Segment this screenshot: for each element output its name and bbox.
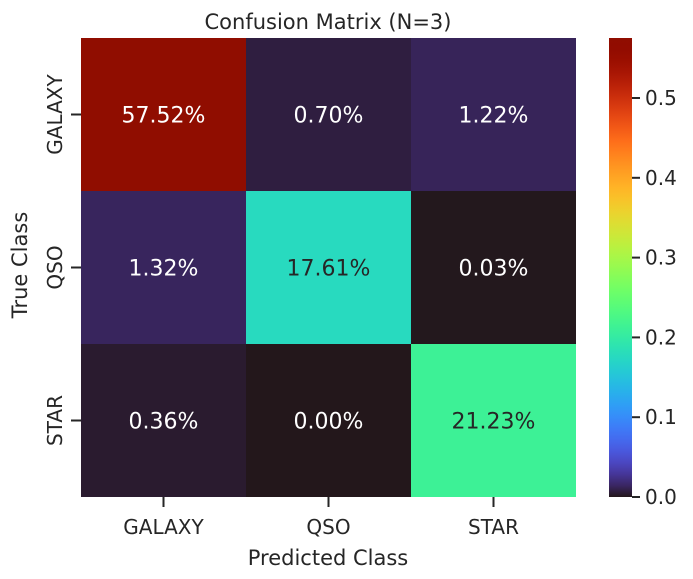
colorbar-tick-label: 0.0	[645, 485, 677, 509]
colorbar-tick-label: 0.2	[645, 325, 677, 349]
colorbar-tick-label: 0.1	[645, 405, 677, 429]
colorbar-tick-label: 0.4	[645, 166, 677, 190]
y-tick-label-galaxy: GALAXY	[43, 74, 67, 155]
cell-galaxy-qso	[246, 38, 411, 191]
cell-qso-qso	[246, 191, 411, 344]
cell-label-qso-star: 0.03%	[459, 257, 529, 282]
cell-label-star-qso: 0.00%	[294, 410, 364, 435]
cell-galaxy-star	[411, 38, 576, 191]
cell-label-star-galaxy: 0.36%	[129, 410, 199, 435]
cell-qso-star	[411, 191, 576, 344]
x-tick-label-qso: QSO	[306, 515, 350, 539]
cell-label-qso-qso: 17.61%	[287, 257, 371, 282]
colorbar-tick-label: 0.5	[645, 86, 677, 110]
y-tick-label-star: STAR	[43, 395, 67, 446]
cell-qso-galaxy	[81, 191, 246, 344]
x-axis-label: Predicted Class	[248, 546, 409, 570]
cell-label-qso-galaxy: 1.32%	[129, 257, 199, 282]
cell-star-galaxy	[81, 344, 246, 497]
cell-star-qso	[246, 344, 411, 497]
heatmap-cells	[81, 38, 576, 497]
colorbar-ticks: 0.0 0.1 0.2 0.3 0.4 0.5	[632, 86, 677, 509]
y-axis-label: True Class	[8, 212, 32, 320]
cell-galaxy-galaxy	[81, 38, 246, 191]
x-tick-label-star: STAR	[468, 515, 519, 539]
cell-star-star	[411, 344, 576, 497]
x-tick-label-galaxy: GALAXY	[123, 515, 204, 539]
x-axis-ticks: GALAXY QSO STAR	[123, 497, 519, 539]
cell-label-galaxy-star: 1.22%	[459, 104, 529, 129]
cell-label-galaxy-galaxy: 57.52%	[122, 104, 206, 129]
cell-label-star-star: 21.23%	[452, 410, 536, 435]
colorbar-tick-label: 0.3	[645, 246, 677, 270]
heatmap-annotations: 57.52% 0.70% 1.22% 1.32% 17.61% 0.03% 0.36% 0.0…	[122, 104, 536, 435]
y-axis-ticks: GALAXY QSO STAR	[43, 74, 81, 446]
chart-title: Confusion Matrix (N=3)	[205, 10, 452, 34]
cell-label-galaxy-qso: 0.70%	[294, 104, 364, 129]
y-tick-label-qso: QSO	[43, 245, 67, 289]
colorbar	[609, 38, 632, 497]
